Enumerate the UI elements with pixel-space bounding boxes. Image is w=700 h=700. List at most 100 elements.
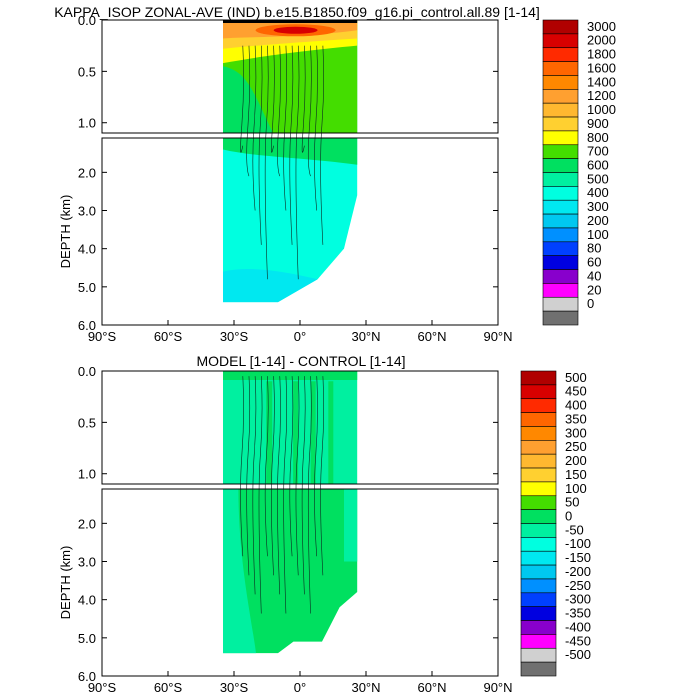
colorbar-label: 300: [587, 199, 609, 214]
colorbar-swatch: [520, 453, 557, 469]
contour-line: [277, 376, 281, 595]
ytick-label: 5.0: [78, 631, 96, 646]
colorbar-label: -300: [565, 592, 591, 607]
ytick-label: 0.5: [78, 64, 96, 79]
colorbar-label: 1000: [587, 102, 616, 117]
contour-line: [277, 45, 281, 177]
field-region-0-50: [223, 489, 358, 654]
contour-line: [271, 376, 275, 576]
colorbar-label: -50: [565, 522, 584, 537]
contour-line: [264, 45, 269, 280]
colorbar-label: 20: [587, 282, 601, 297]
contour-line: [307, 376, 312, 614]
xtick-label: 60°N: [417, 680, 446, 695]
colorbar-label: 0: [565, 509, 572, 524]
field-region-400-500: [223, 269, 318, 303]
colorbar-swatch: [542, 172, 579, 187]
colorbar-swatch: [542, 227, 579, 243]
colorbar-swatch: [542, 130, 579, 146]
colorbar-label: 500: [565, 370, 587, 385]
colorbar-label: -350: [565, 606, 591, 621]
colorbar-swatch: [520, 606, 557, 621]
contour-line: [252, 45, 257, 211]
contour-line: [301, 45, 306, 153]
colorbar-swatch: [542, 199, 579, 215]
ytick-label: 0.0: [78, 364, 96, 379]
ytick-label: 3.0: [78, 204, 96, 219]
colorbar-swatch: [520, 537, 557, 552]
colorbar-label: 700: [587, 144, 609, 159]
field-region-neg-east: [344, 489, 358, 562]
ytick-label: 6.0: [78, 669, 96, 684]
colorbar-label: 350: [565, 411, 587, 426]
colorbar-label: 250: [565, 439, 587, 454]
colorbar-swatch: [520, 578, 557, 594]
field-region-neg-west: [223, 489, 256, 654]
field-region-neg: [223, 371, 358, 484]
colorbar-label: -150: [565, 550, 591, 565]
colorbar-label: 40: [587, 268, 601, 283]
colorbar-swatch: [520, 592, 557, 607]
colorbar-swatch: [520, 412, 557, 427]
chart-panel-2: 0.0 0.5 1.0 2.0 3.0 4.0 5.0 6.090°S 60°S 30°S 0° 30…: [58, 353, 591, 695]
xtick-label: 60°S: [154, 680, 183, 695]
chart-panel-1: 0.0 0.5 1.0 2.0 3.0 4.0 5.0 6.090°S 60°S 30°S 0° 30…: [54, 4, 616, 344]
xtick-label: 90°N: [483, 329, 512, 344]
field-streak-2: [310, 381, 316, 485]
colorbar-swatch: [520, 426, 557, 441]
colorbar-swatch: [520, 550, 557, 566]
colorbar-swatch: [542, 144, 579, 159]
xtick-label: 0°: [294, 329, 306, 344]
colorbar-swatch: [542, 186, 579, 201]
colorbar-swatch: [542, 269, 579, 284]
colorbar-label: 3000: [587, 19, 616, 34]
colorbar-swatch: [542, 296, 579, 312]
colorbar-label: 1400: [587, 74, 616, 89]
colorbar-swatch: [520, 495, 557, 510]
colorbar-label: 400: [565, 398, 587, 413]
contour-line: [307, 45, 312, 177]
colorbar-label: -200: [565, 564, 591, 579]
contour-line: [246, 45, 251, 177]
colorbar-swatch: [542, 255, 579, 270]
ytick-label: 0.0: [78, 13, 96, 28]
xtick-label: 90°N: [483, 680, 512, 695]
colorbar-swatch: [520, 634, 557, 649]
chart-title: MODEL [1-14] - CONTROL [1-14]: [196, 353, 405, 369]
field-streak-1: [293, 381, 299, 485]
ylabel: DEPTH (km): [58, 195, 73, 269]
colorbar-label: 400: [587, 185, 609, 200]
upper-frame: [101, 370, 499, 485]
colorbar: 3000200018001600140012001000900800700600…: [542, 19, 616, 326]
xtick-label: 30°N: [351, 329, 380, 344]
contour-line: [295, 376, 300, 576]
xtick-label: 90°S: [88, 680, 117, 695]
colorbar-swatch: [520, 661, 557, 677]
field-streak-3: [328, 381, 334, 485]
colorbar-label: 60: [587, 255, 601, 270]
colorbar-label: 80: [587, 241, 601, 256]
contour-line: [246, 376, 251, 576]
colorbar-swatch: [542, 89, 579, 104]
colorbar-swatch: [542, 283, 579, 298]
ytick-label: 1.0: [78, 116, 96, 131]
colorbar-swatch: [542, 33, 579, 49]
colorbar-label: 1800: [587, 47, 616, 62]
contour-line: [320, 45, 324, 245]
colorbar-label: 1600: [587, 60, 616, 75]
xtick-label: 30°S: [220, 680, 249, 695]
colorbar-swatch: [542, 158, 579, 173]
ylabel: DEPTH (km): [58, 546, 73, 620]
colorbar-label: -250: [565, 578, 591, 593]
colorbar-label: 1200: [587, 88, 616, 103]
contour-line: [240, 376, 244, 557]
colorbar-label: 300: [565, 425, 587, 440]
ytick-label: 2.0: [78, 165, 96, 180]
colorbar-label: 450: [565, 384, 587, 399]
contour-line: [240, 45, 244, 153]
contour-line: [320, 376, 324, 576]
ytick-label: 2.0: [78, 516, 96, 531]
contour-line: [252, 376, 257, 595]
xtick-label: 90°S: [88, 329, 117, 344]
